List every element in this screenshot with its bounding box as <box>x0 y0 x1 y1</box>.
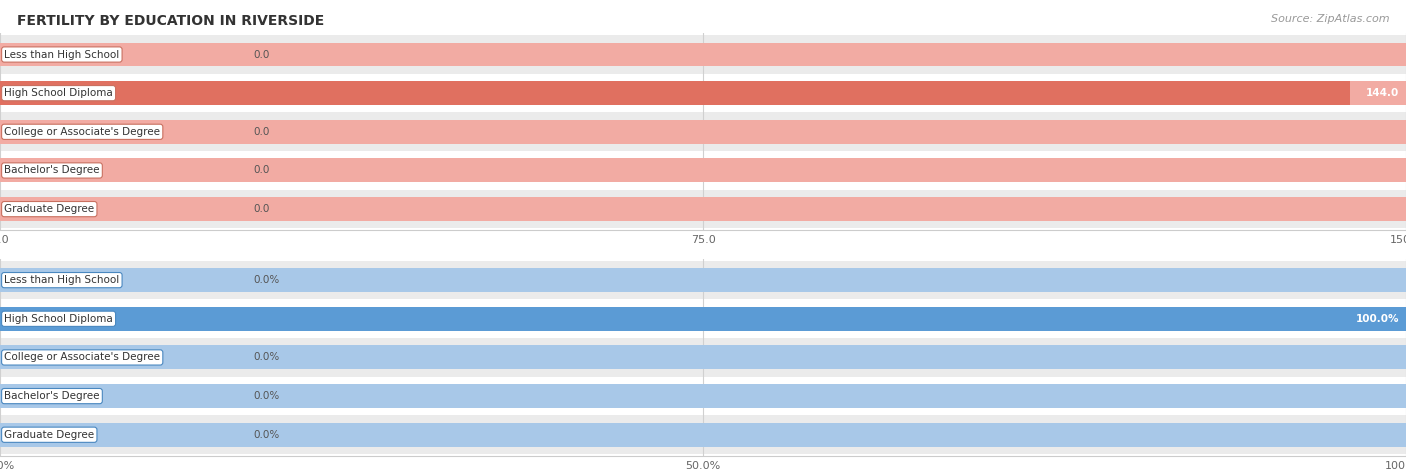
Text: 0.0%: 0.0% <box>253 391 280 401</box>
Bar <box>0 197 1406 221</box>
Bar <box>0 43 1406 66</box>
Bar <box>0 416 1406 454</box>
Bar <box>0 338 1406 377</box>
Bar <box>0 81 1406 105</box>
Bar <box>0 268 1406 292</box>
Text: 0.0%: 0.0% <box>253 275 280 285</box>
Text: 0.0: 0.0 <box>253 165 270 175</box>
Text: 0.0: 0.0 <box>253 127 270 137</box>
Bar <box>0 35 1406 74</box>
Text: Bachelor's Degree: Bachelor's Degree <box>4 391 100 401</box>
Text: Graduate Degree: Graduate Degree <box>4 430 94 440</box>
Text: 0.0%: 0.0% <box>253 430 280 440</box>
Text: College or Associate's Degree: College or Associate's Degree <box>4 127 160 137</box>
Text: Source: ZipAtlas.com: Source: ZipAtlas.com <box>1271 14 1389 24</box>
Text: Bachelor's Degree: Bachelor's Degree <box>4 165 100 175</box>
Bar <box>0 120 1406 144</box>
Text: 0.0: 0.0 <box>253 204 270 214</box>
Text: Less than High School: Less than High School <box>4 275 120 285</box>
Bar <box>0 384 1406 408</box>
Text: Less than High School: Less than High School <box>4 49 120 59</box>
Bar <box>0 159 1406 182</box>
Text: College or Associate's Degree: College or Associate's Degree <box>4 352 160 362</box>
Text: High School Diploma: High School Diploma <box>4 314 112 324</box>
Bar <box>0 81 1350 105</box>
Text: 144.0: 144.0 <box>1365 88 1399 98</box>
Bar <box>0 190 1406 228</box>
Text: 0.0: 0.0 <box>253 49 270 59</box>
Bar <box>0 345 1406 370</box>
Text: 100.0%: 100.0% <box>1355 314 1399 324</box>
Bar <box>0 261 1406 299</box>
Bar <box>0 113 1406 151</box>
Bar <box>0 307 1406 331</box>
Text: Graduate Degree: Graduate Degree <box>4 204 94 214</box>
Text: 0.0%: 0.0% <box>253 352 280 362</box>
Text: High School Diploma: High School Diploma <box>4 88 112 98</box>
Text: FERTILITY BY EDUCATION IN RIVERSIDE: FERTILITY BY EDUCATION IN RIVERSIDE <box>17 14 325 28</box>
Bar <box>0 307 1406 331</box>
Bar <box>0 423 1406 446</box>
